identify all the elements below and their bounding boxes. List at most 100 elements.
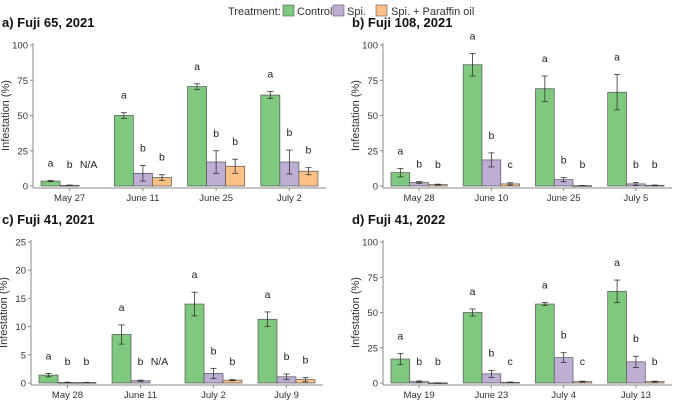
y-tick-label: 100	[362, 238, 378, 249]
panel-title: d) Fuji 41, 2022	[352, 212, 445, 227]
significance-letter: a	[542, 280, 548, 292]
significance-letter: a	[397, 145, 403, 157]
panel-b: b) Fuji 108, 2021 0 25 50 75 100 Infestation (…	[350, 15, 672, 204]
y-tick-label: 15	[15, 294, 26, 305]
x-tick-label: July 13	[621, 390, 651, 400]
legend: Treatment: Control Spi. Spi. + Paraffin …	[228, 4, 474, 18]
significance-letter: b	[561, 155, 567, 167]
legend-label-control: Control	[297, 6, 332, 18]
panel-title: a) Fuji 65, 2021	[2, 15, 95, 30]
y-axis-label: Infestation (%)	[0, 277, 10, 348]
significance-letter: b	[159, 152, 165, 164]
significance-letter: b	[305, 145, 311, 157]
significance-letter: b	[652, 356, 658, 368]
significance-letter: a	[192, 269, 198, 281]
bar	[260, 94, 281, 187]
y-tick-label: 100	[12, 41, 28, 52]
significance-letter: b	[488, 130, 494, 142]
significance-letter: b	[211, 345, 217, 357]
y-tick-label: 25	[367, 343, 378, 354]
bar	[462, 312, 483, 384]
significance-letter: a	[46, 350, 52, 362]
significance-letter: b	[65, 356, 71, 368]
significance-letter: b	[652, 159, 658, 171]
bar	[607, 291, 627, 384]
legend-title: Treatment:	[228, 6, 281, 18]
significance-letter: b	[435, 356, 441, 368]
significance-letter: b	[435, 159, 441, 171]
significance-letter: a	[267, 69, 273, 81]
y-tick-label: 0	[373, 379, 378, 390]
y-tick-label: 10	[15, 322, 26, 333]
y-tick-label: 0	[373, 182, 378, 193]
significance-letter: a	[121, 90, 127, 102]
y-tick-label: 20	[15, 266, 26, 277]
panel-title: c) Fuji 41, 2021	[2, 212, 95, 227]
y-tick-label: 75	[17, 76, 28, 87]
x-tick-label: July 2	[277, 193, 302, 204]
bar	[462, 64, 483, 187]
significance-letter: a	[265, 289, 271, 301]
significance-letter: b	[303, 354, 309, 366]
x-tick-label: June 23	[474, 390, 508, 400]
bar	[187, 86, 207, 187]
significance-letter: N/A	[80, 159, 98, 171]
x-tick-label: July 5	[623, 193, 648, 204]
significance-letter: b	[138, 356, 144, 368]
significance-letter: b	[416, 159, 422, 171]
y-tick-label: 25	[15, 238, 26, 249]
x-tick-label: May 28	[404, 193, 435, 204]
y-tick-label: 50	[17, 111, 28, 122]
y-tick-label: 100	[362, 41, 378, 52]
legend-swatch-control	[282, 4, 295, 17]
x-tick-label: July 9	[274, 390, 299, 400]
y-tick-label: 50	[367, 308, 378, 319]
y-tick-label: 50	[367, 111, 378, 122]
significance-letter: b	[230, 356, 236, 368]
significance-letter: a	[470, 30, 476, 42]
significance-letter: c	[508, 356, 513, 368]
y-axis-label: Infestation (%)	[350, 277, 362, 348]
panel-c: c) Fuji 41, 2021 0 5 10 15 20 25 Infestation (%…	[0, 212, 323, 401]
y-axis-label: Infestation (%)	[350, 80, 362, 151]
y-tick-label: 25	[17, 146, 28, 157]
x-tick-label: June 11	[124, 390, 157, 400]
significance-letter: b	[561, 330, 567, 342]
x-tick-label: July 4	[551, 390, 576, 400]
significance-letter: b	[232, 136, 238, 148]
significance-letter: a	[614, 257, 620, 269]
panel-d: d) Fuji 41, 2022 0 25 50 75 100 Infestation (%…	[350, 212, 672, 401]
y-axis-label: Infestation (%)	[0, 80, 12, 151]
x-tick-label: May 19	[404, 390, 435, 400]
significance-letter: b	[488, 347, 494, 359]
x-tick-label: June 10	[474, 193, 508, 204]
y-tick-label: 0	[23, 182, 28, 193]
x-tick-label: May 27	[54, 193, 85, 204]
bar	[257, 318, 278, 384]
significance-letter: a	[614, 52, 620, 64]
significance-letter: b	[286, 127, 292, 139]
significance-letter: b	[633, 159, 639, 171]
significance-letter: b	[284, 351, 290, 363]
x-tick-label: June 11	[126, 193, 159, 204]
significance-letter: b	[416, 356, 422, 368]
legend-swatch-spi-paraffin	[375, 4, 388, 17]
significance-letter: a	[194, 61, 200, 73]
significance-letter: c	[508, 159, 513, 171]
x-tick-label: July 2	[201, 390, 226, 400]
significance-letter: a	[542, 53, 548, 65]
significance-letter: N/A	[151, 356, 169, 368]
significance-letter: c	[580, 356, 585, 368]
legend-label-spi: Spi.	[347, 6, 366, 18]
bar	[535, 303, 555, 384]
panel-title: b) Fuji 108, 2021	[352, 15, 452, 30]
panel-a: a) Fuji 65, 2021 0 25 50 75 100 Infestation (%…	[0, 15, 326, 204]
significance-letter: b	[140, 143, 146, 155]
significance-letter: b	[579, 159, 585, 171]
significance-letter: a	[397, 330, 403, 342]
significance-letter: b	[213, 128, 219, 140]
x-tick-label: June 25	[199, 193, 233, 204]
bar	[535, 88, 555, 187]
y-tick-label: 75	[367, 273, 378, 284]
